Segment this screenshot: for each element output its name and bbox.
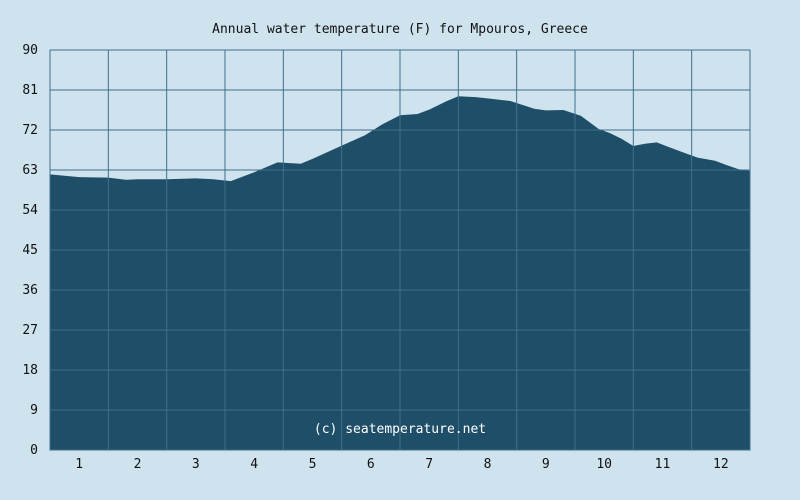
x-tick-label: 10 (596, 457, 612, 472)
y-tick-label: 72 (22, 123, 38, 138)
x-tick-label: 8 (484, 457, 492, 472)
y-tick-label: 18 (22, 363, 38, 378)
x-tick-label: 5 (309, 457, 317, 472)
y-tick-label: 63 (22, 163, 38, 178)
x-tick-label: 2 (134, 457, 142, 472)
credit-label: (c) seatemperature.net (314, 422, 486, 437)
x-tick-label: 1 (75, 457, 83, 472)
y-tick-label: 0 (30, 443, 38, 458)
x-tick-label: 4 (250, 457, 258, 472)
y-tick-label: 81 (22, 83, 38, 98)
y-tick-label: 27 (22, 323, 38, 338)
plot-border (49, 49, 751, 451)
gridlines-overlay (49, 49, 751, 451)
y-tick-labels: 0 9 18 27 36 45 54 63 72 81 90 (22, 43, 38, 458)
y-tick-label: 36 (22, 283, 38, 298)
x-tick-label: 7 (425, 457, 433, 472)
y-tick-label: 54 (22, 203, 38, 218)
x-tick-label: 3 (192, 457, 200, 472)
x-tick-label: 6 (367, 457, 375, 472)
y-tick-label: 9 (30, 403, 38, 418)
x-tick-label: 9 (542, 457, 550, 472)
y-tick-label: 45 (22, 243, 38, 258)
y-tick-label: 90 (22, 43, 38, 58)
x-tick-labels: 1 2 3 4 5 6 7 8 9 10 11 12 (75, 457, 728, 472)
chart-title: Annual water temperature (F) for Mpouros… (212, 22, 588, 37)
x-tick-label: 12 (713, 457, 729, 472)
x-tick-label: 11 (655, 457, 671, 472)
